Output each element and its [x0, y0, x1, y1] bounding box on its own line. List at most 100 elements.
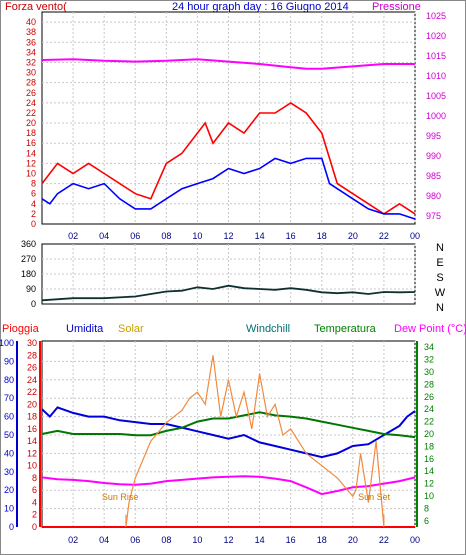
compass-label: N — [436, 302, 444, 314]
top-left-tick-label: 40 — [26, 17, 36, 27]
rain-tick-label: 26 — [27, 363, 37, 373]
humidity-tick-label: 50 — [4, 430, 14, 440]
temperature-tick-label: 32 — [424, 355, 434, 365]
chart-title: 24 hour graph day : 16 Giugno 2014 — [172, 1, 349, 13]
top-right-axis-ticks: 975 980 985 990 995 1000 1005 1010 1015 1020 1025 — [426, 11, 446, 221]
mid-left-tick-label: 360 — [21, 239, 36, 249]
legend-item: Temperatura — [314, 323, 377, 335]
top-left-tick-label: 38 — [26, 27, 36, 37]
legend: Pioggia Umidita Solar Windchill Temperatura D… — [2, 323, 466, 335]
top-left-tick-label: 30 — [26, 68, 36, 78]
humidity-tick-label: 10 — [4, 504, 14, 514]
temperature-tick-label: 12 — [424, 479, 434, 489]
legend-item: Windchill — [246, 323, 290, 335]
humidity-tick-label: 70 — [4, 393, 14, 403]
top-x-tick-label: 18 — [317, 231, 327, 241]
top-series-pressione-line — [41, 58, 415, 70]
top-right-tick-label: 985 — [426, 171, 441, 181]
top-x-tick-label: 14 — [255, 231, 265, 241]
temperature-tick-label: 8 — [424, 503, 429, 513]
rain-tick-label: 28 — [27, 350, 37, 360]
rain-tick-label: 12 — [27, 448, 37, 458]
rain-tick-label: 0 — [32, 522, 37, 532]
temperature-axis-ticks: 6 8 10 12 14 16 18 20 22 24 26 28 30 32 34 — [416, 341, 434, 527]
bottom-x-tick-label: 04 — [99, 535, 109, 545]
top-grid — [42, 12, 416, 224]
compass-label: N — [436, 242, 444, 254]
temperature-tick-label: 26 — [424, 392, 434, 402]
top-left-tick-label: 24 — [26, 98, 36, 108]
top-left-tick-label: 20 — [26, 118, 36, 128]
top-right-tick-label: 1000 — [426, 111, 446, 121]
temperature-tick-label: 6 — [424, 516, 429, 526]
humidity-tick-label: 0 — [9, 522, 14, 532]
top-right-tick-label: 1025 — [426, 11, 446, 21]
top-left-tick-label: 36 — [26, 37, 36, 47]
top-left-tick-label: 0 — [31, 219, 36, 229]
bottom-x-tick-label: 08 — [161, 535, 171, 545]
top-left-tick-label: 34 — [26, 47, 36, 57]
top-left-tick-label: 26 — [26, 88, 36, 98]
temperature-tick-label: 24 — [424, 404, 434, 414]
rain-tick-label: 30 — [27, 338, 37, 348]
rain-tick-label: 6 — [32, 485, 37, 495]
rain-tick-label: 10 — [27, 461, 37, 471]
top-left-tick-label: 28 — [26, 78, 36, 88]
mid-grid — [42, 244, 416, 304]
temperature-tick-label: 10 — [424, 491, 434, 501]
bottom-x-tick-label: 00 — [410, 535, 420, 545]
compass-label: S — [436, 272, 443, 284]
bottom-x-tick-label: 12 — [223, 535, 233, 545]
bottom-x-tick-label: 16 — [286, 535, 296, 545]
humidity-tick-label: 100 — [0, 338, 14, 348]
mid-series-direction-line — [41, 284, 416, 302]
top-x-tick-label: 02 — [68, 231, 78, 241]
top-x-tick-label: 00 — [410, 231, 420, 241]
rain-tick-label: 4 — [32, 497, 37, 507]
top-series — [41, 58, 416, 220]
bottom-x-tick-label: 10 — [192, 535, 202, 545]
top-right-tick-label: 1005 — [426, 91, 446, 101]
bottom-x-tick-label: 14 — [255, 535, 265, 545]
bottom-x-tick-label: 02 — [68, 535, 78, 545]
top-left-tick-label: 10 — [26, 169, 36, 179]
pressure-axis-label: Pressione — [372, 1, 421, 13]
temperature-tick-label: 16 — [424, 454, 434, 464]
humidity-tick-label: 80 — [4, 375, 14, 385]
wind-pressure-chart: Forza vento( 24 hour graph day : 16 Giug… — [5, 1, 446, 241]
bottom-x-tick-label: 20 — [348, 535, 358, 545]
mid-left-tick-label: 180 — [21, 269, 36, 279]
humidity-tick-label: 30 — [4, 467, 14, 477]
mid-left-tick-label: 270 — [21, 254, 36, 264]
top-x-tick-label: 08 — [161, 231, 171, 241]
top-left-tick-label: 4 — [31, 199, 36, 209]
top-left-tick-label: 16 — [26, 138, 36, 148]
temperature-tick-label: 30 — [424, 367, 434, 377]
humidity-axis-ticks: 0 10 20 30 40 50 60 70 80 90 100 — [0, 338, 18, 532]
bottom-series-solar-line — [125, 355, 385, 528]
humidity-tick-label: 60 — [4, 412, 14, 422]
humidity-tick-label: 20 — [4, 485, 14, 495]
rain-tick-label: 16 — [27, 424, 37, 434]
bottom-x-tick-label: 22 — [379, 535, 389, 545]
mid-left-axis-ticks: 0 90 180 270 360 — [21, 239, 36, 309]
sun-annotations: Sun Rise Sun Set — [102, 492, 391, 527]
temperature-tick-label: 34 — [424, 342, 434, 352]
mid-left-tick-label: 90 — [26, 284, 36, 294]
rain-tick-label: 14 — [27, 436, 37, 446]
top-left-tick-label: 22 — [26, 108, 36, 118]
top-right-tick-label: 1015 — [426, 51, 446, 61]
humidity-tick-label: 40 — [4, 448, 14, 458]
top-right-tick-label: 975 — [426, 211, 441, 221]
legend-item: Pioggia — [2, 323, 40, 335]
top-series-forza-vento-line — [41, 101, 416, 215]
humidity-tick-label: 90 — [4, 356, 14, 366]
top-right-tick-label: 990 — [426, 151, 441, 161]
top-left-tick-label: 14 — [26, 148, 36, 158]
top-left-tick-label: 32 — [26, 57, 36, 67]
bottom-x-tick-label: 06 — [130, 535, 140, 545]
